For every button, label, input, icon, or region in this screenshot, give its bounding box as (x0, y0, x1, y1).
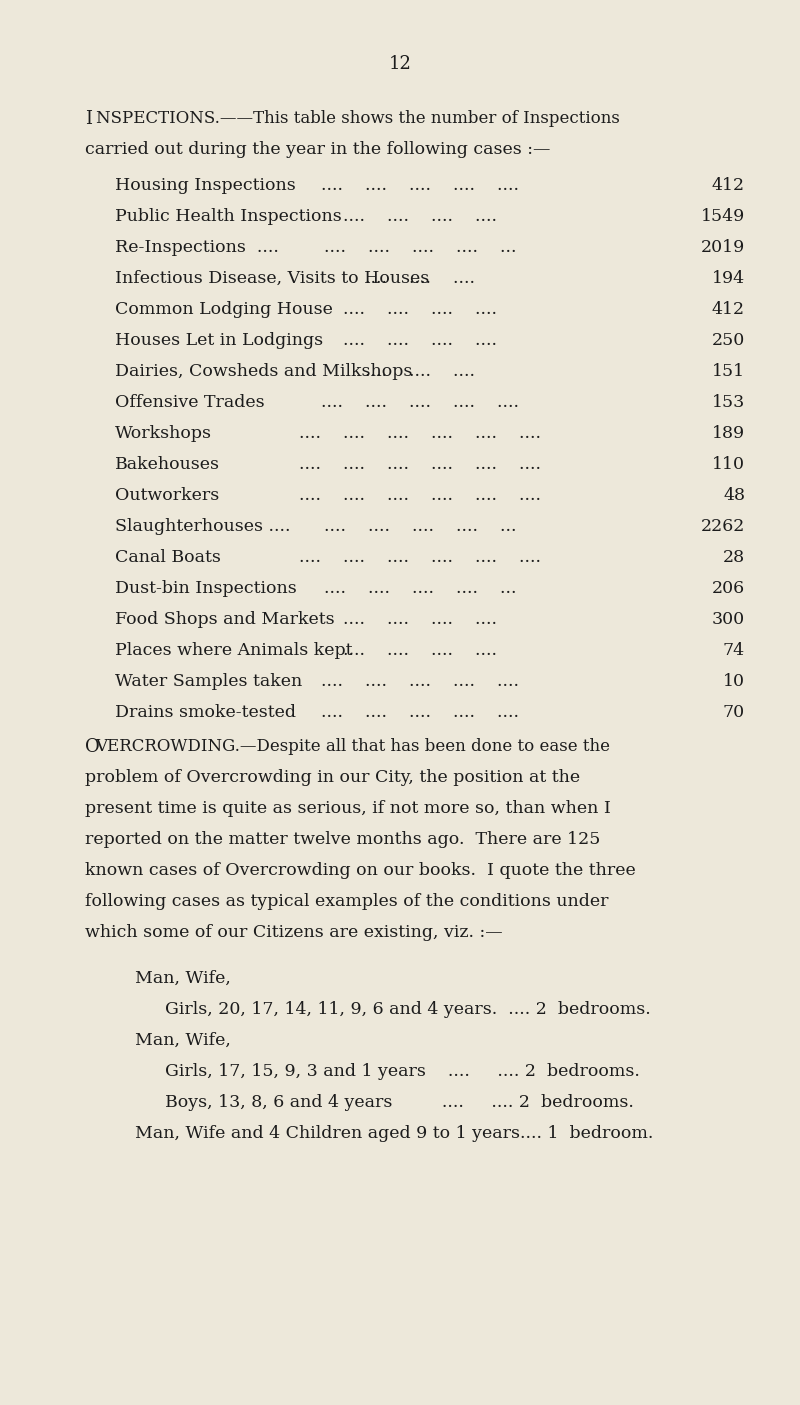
Text: Dairies, Cowsheds and Milkshops: Dairies, Cowsheds and Milkshops (115, 362, 412, 379)
Text: known cases of Overcrowding on our books.  I quote the three: known cases of Overcrowding on our books… (85, 861, 636, 878)
Text: ....    ....    ....    ....    ....    ....: .... .... .... .... .... .... (299, 424, 541, 441)
Text: Water Samples taken: Water Samples taken (115, 673, 302, 690)
Text: Man, Wife,: Man, Wife, (135, 971, 231, 988)
Text: Places where Animals kept: Places where Animals kept (115, 642, 353, 659)
Text: 194: 194 (712, 270, 745, 287)
Text: Canal Boats: Canal Boats (115, 548, 221, 566)
Text: 2019: 2019 (701, 239, 745, 256)
Text: ....    ....    ....    ....    ....: .... .... .... .... .... (321, 393, 519, 410)
Text: Girls, 20, 17, 14, 11, 9, 6 and 4 years.  .... 2  bedrooms.: Girls, 20, 17, 14, 11, 9, 6 and 4 years.… (165, 1002, 650, 1019)
Text: Drains smoke-tested: Drains smoke-tested (115, 704, 296, 721)
Text: Slaughterhouses ....: Slaughterhouses .... (115, 517, 290, 535)
Text: ....    ....    ....    ....: .... .... .... .... (343, 642, 497, 659)
Text: I: I (85, 110, 92, 128)
Text: Workshops: Workshops (115, 424, 212, 441)
Text: ....    ....    ....    ....: .... .... .... .... (343, 208, 497, 225)
Text: 10: 10 (723, 673, 745, 690)
Text: 206: 206 (712, 580, 745, 597)
Text: Food Shops and Markets: Food Shops and Markets (115, 611, 334, 628)
Text: Outworkers: Outworkers (115, 486, 219, 503)
Text: Girls, 17, 15, 9, 3 and 1 years    ....     .... 2  bedrooms.: Girls, 17, 15, 9, 3 and 1 years .... ...… (165, 1064, 640, 1080)
Text: ....    ....    ....    ....    ....    ....: .... .... .... .... .... .... (299, 548, 541, 566)
Text: ....    ....    ....    ....    ...: .... .... .... .... ... (324, 239, 516, 256)
Text: following cases as typical examples of the conditions under: following cases as typical examples of t… (85, 892, 609, 910)
Text: problem of Overcrowding in our City, the position at the: problem of Overcrowding in our City, the… (85, 769, 580, 785)
Text: Housing Inspections: Housing Inspections (115, 177, 296, 194)
Text: 48: 48 (723, 486, 745, 503)
Text: Man, Wife and 4 Children aged 9 to 1 years.... 1  bedroom.: Man, Wife and 4 Children aged 9 to 1 yea… (135, 1125, 654, 1142)
Text: ....    ....    ....    ....    ....    ....: .... .... .... .... .... .... (299, 486, 541, 503)
Text: Man, Wife,: Man, Wife, (135, 1033, 231, 1050)
Text: ....    ....    ....: .... .... .... (365, 362, 475, 379)
Text: 1549: 1549 (701, 208, 745, 225)
Text: Infectious Disease, Visits to Houses: Infectious Disease, Visits to Houses (115, 270, 430, 287)
Text: ....    ....    ....: .... .... .... (365, 270, 475, 287)
Text: 189: 189 (712, 424, 745, 441)
Text: 110: 110 (712, 455, 745, 472)
Text: 70: 70 (723, 704, 745, 721)
Text: 153: 153 (712, 393, 745, 410)
Text: carried out during the year in the following cases :—: carried out during the year in the follo… (85, 140, 550, 157)
Text: 28: 28 (723, 548, 745, 566)
Text: present time is quite as serious, if not more so, than when I: present time is quite as serious, if not… (85, 799, 611, 816)
Text: Houses Let in Lodgings: Houses Let in Lodgings (115, 332, 323, 348)
Text: Re-Inspections  ....: Re-Inspections .... (115, 239, 279, 256)
Text: Dust-bin Inspections: Dust-bin Inspections (115, 580, 297, 597)
Text: ....    ....    ....    ....    ....: .... .... .... .... .... (321, 177, 519, 194)
Text: 412: 412 (712, 177, 745, 194)
Text: Boys, 13, 8, 6 and 4 years         ....     .... 2  bedrooms.: Boys, 13, 8, 6 and 4 years .... .... 2 b… (165, 1094, 634, 1111)
Text: 300: 300 (712, 611, 745, 628)
Text: which some of our Citizens are existing, viz. :—: which some of our Citizens are existing,… (85, 923, 502, 941)
Text: ....    ....    ....    ....    ....: .... .... .... .... .... (321, 673, 519, 690)
Text: ....    ....    ....    ....: .... .... .... .... (343, 301, 497, 318)
Text: ....    ....    ....    ....: .... .... .... .... (343, 611, 497, 628)
Text: ....    ....    ....    ....    ...: .... .... .... .... ... (324, 517, 516, 535)
Text: O: O (85, 738, 100, 756)
Text: ....    ....    ....    ....    ....    ....: .... .... .... .... .... .... (299, 455, 541, 472)
Text: VERCROWDING.—Despite all that has been done to ease the: VERCROWDING.—Despite all that has been d… (95, 738, 610, 754)
Text: Offensive Trades: Offensive Trades (115, 393, 265, 410)
Text: Public Health Inspections: Public Health Inspections (115, 208, 342, 225)
Text: NSPECTIONS.——This table shows the number of Inspections: NSPECTIONS.——This table shows the number… (96, 110, 620, 126)
Text: Bakehouses: Bakehouses (115, 455, 220, 472)
Text: 74: 74 (723, 642, 745, 659)
Text: Common Lodging House: Common Lodging House (115, 301, 333, 318)
Text: ....    ....    ....    ....    ....: .... .... .... .... .... (321, 704, 519, 721)
Text: ....    ....    ....    ....: .... .... .... .... (343, 332, 497, 348)
Text: 412: 412 (712, 301, 745, 318)
Text: 12: 12 (389, 55, 411, 73)
Text: ....    ....    ....    ....    ...: .... .... .... .... ... (324, 580, 516, 597)
Text: 250: 250 (712, 332, 745, 348)
Text: reported on the matter twelve months ago.  There are 125: reported on the matter twelve months ago… (85, 830, 600, 847)
Text: 2262: 2262 (701, 517, 745, 535)
Text: 151: 151 (712, 362, 745, 379)
